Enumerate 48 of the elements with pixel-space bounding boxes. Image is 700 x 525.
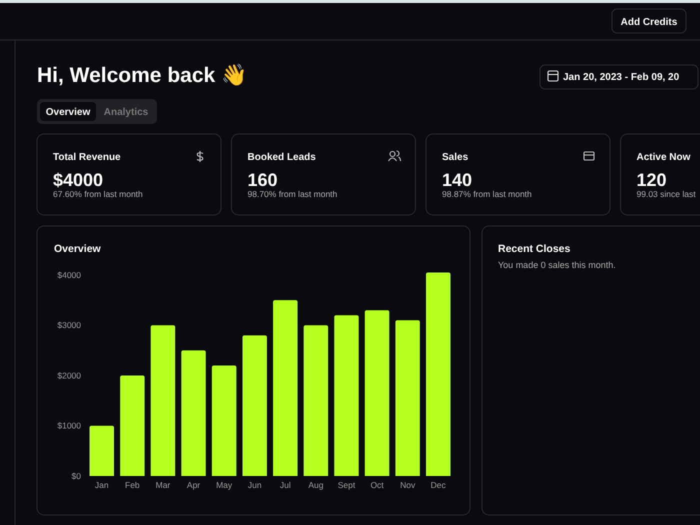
x-tick-label: Oct (370, 480, 384, 490)
text: Add Credits (620, 17, 678, 28)
bar (364, 310, 390, 476)
bar (181, 350, 206, 476)
text: 99.03 since last (636, 189, 696, 199)
text: Overview (46, 107, 90, 118)
text: Analytics (104, 107, 149, 118)
y-tick-label: $0 (72, 470, 82, 481)
text: You made 0 sales this month. (498, 260, 616, 270)
text: Sales (442, 152, 469, 163)
x-tick-label: Aug (308, 480, 324, 490)
bar (120, 376, 145, 476)
x-tick-label: Dec (430, 480, 447, 490)
y-tick-label: $3000 (57, 320, 82, 330)
text: 98.70% from last month (248, 189, 338, 199)
text: Active Now (636, 152, 691, 163)
text: Recent Closes (498, 243, 571, 255)
bar (273, 300, 298, 476)
x-tick-label: Jan (94, 480, 109, 490)
x-tick-label: Mar (156, 480, 170, 490)
y-tick-label: $4000 (57, 270, 82, 280)
y-tick-label: $1000 (57, 420, 82, 431)
bar (150, 325, 176, 476)
x-tick-label: Apr (186, 480, 200, 490)
x-tick-label: Feb (125, 480, 140, 490)
bar (426, 272, 450, 476)
text: 140 (442, 170, 472, 190)
text: 120 (636, 170, 667, 190)
bar (334, 315, 359, 476)
text: Hi, Welcome back 👋 (37, 63, 248, 88)
text: 160 (248, 170, 278, 190)
bar (242, 335, 267, 476)
text: Booked Leads (248, 152, 316, 163)
x-tick-label: May (216, 480, 233, 490)
text: Jan 20, 2023 - Feb 09, 20 (563, 72, 680, 83)
text: 98.87% from last month (442, 189, 532, 199)
x-tick-label: Sept (338, 480, 356, 490)
x-tick-label: Jul (280, 480, 291, 490)
bar (304, 325, 328, 476)
bar (395, 320, 420, 476)
text: 67.60% from last month (53, 189, 144, 199)
bar (212, 365, 236, 476)
text: Total Revenue (53, 152, 122, 163)
bar (90, 426, 114, 476)
y-tick-label: $2000 (57, 370, 82, 380)
x-tick-label: Nov (400, 480, 416, 490)
x-tick-label: Jun (248, 480, 262, 490)
chart-title: Overview (54, 243, 102, 255)
